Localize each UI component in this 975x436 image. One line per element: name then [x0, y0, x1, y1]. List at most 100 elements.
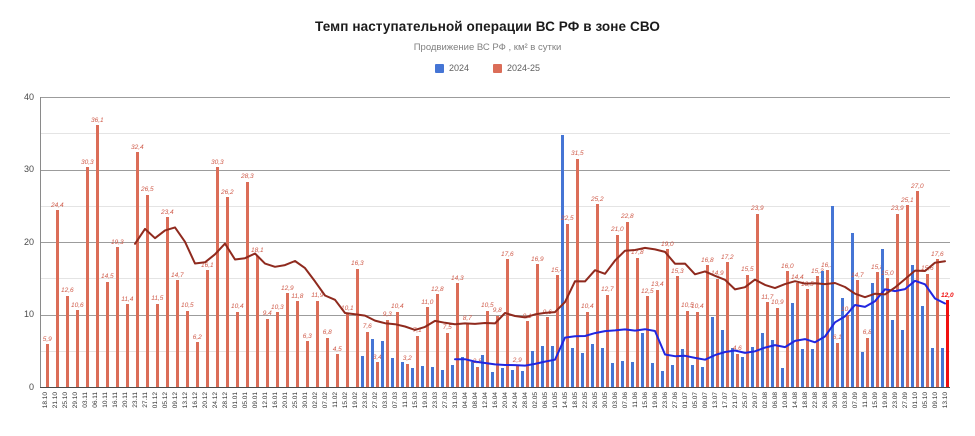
bar-value-label: 25,1 [900, 196, 914, 204]
bar-value-label: 17,2 [720, 253, 734, 261]
x-tick-label: 23.02 [361, 392, 369, 409]
x-tick-label: 27.02 [371, 392, 379, 409]
x-tick-label: 15.09 [871, 392, 879, 409]
x-tick-label: 18.05 [571, 392, 579, 409]
bar-value-label: 25,2 [590, 195, 604, 203]
x-tick-label: 09.10 [931, 392, 939, 409]
bar-2024 [891, 320, 895, 387]
bar-2024-25 [565, 223, 569, 387]
bar-2024 [901, 329, 905, 387]
chart-title: Темп наступательной операции ВС РФ в зон… [315, 19, 660, 34]
x-tick-label: 01.07 [681, 392, 689, 409]
bar-2024-25 [205, 270, 209, 387]
bar-2024 [571, 347, 575, 387]
bar-value-label: 16,0 [780, 262, 794, 270]
bar-2024 [701, 366, 705, 387]
bar-value-label: 23,4 [160, 208, 174, 216]
x-tick-label: 15.03 [411, 392, 419, 409]
bar-2024-25 [255, 255, 259, 387]
y-axis-line [40, 97, 41, 387]
y-tick-label: 30 [23, 164, 34, 174]
bar-2024-25 [315, 300, 319, 387]
bar-2024 [751, 347, 755, 387]
bar-2024-25 [765, 302, 769, 387]
x-tick-label: 07.09 [851, 392, 859, 409]
bar-2024-25 [435, 294, 439, 387]
x-tick-label: 16.01 [271, 392, 279, 409]
bar-2024 [361, 355, 365, 387]
bar-value-label: 28,3 [240, 173, 254, 181]
bar-2024-25 [535, 264, 539, 387]
x-tick-label: 19.06 [651, 392, 659, 409]
bar-2024-25 [285, 293, 289, 387]
bar-2024-25 [45, 344, 49, 387]
x-tick-label: 05.12 [161, 392, 169, 409]
bar-2024 [741, 356, 745, 387]
x-tick-label: 16.11 [111, 392, 119, 408]
bar-2024 [611, 363, 615, 387]
bar-2024-25-highlighted-latest [945, 300, 949, 387]
x-tick-label: 10.11 [101, 392, 109, 408]
bar-value-label: 10,5 [180, 302, 194, 310]
x-tick-label: 06.11 [91, 392, 99, 408]
bar-value-label: 11,9 [311, 292, 324, 300]
bar-2024-25 [275, 312, 279, 387]
bar-value-label: 30,3 [80, 158, 94, 166]
bar-2024-25 [395, 311, 399, 387]
bar-2024-25 [775, 307, 779, 387]
x-tick-label: 24.04 [511, 392, 519, 409]
x-tick-label: 06.08 [771, 392, 779, 409]
x-tick-label: 02.02 [311, 392, 319, 409]
bar-2024-25 [705, 265, 709, 387]
bar-2024 [401, 362, 405, 387]
bar-2024 [431, 367, 435, 387]
bar-2024-25 [555, 275, 559, 387]
bar-value-label: 12,6 [60, 287, 74, 295]
bar-value-label: 16,3 [350, 260, 364, 268]
x-tick-label: 27.11 [141, 392, 149, 408]
x-tick-label: 23.03 [431, 392, 439, 409]
bar-2024-25 [575, 158, 579, 387]
bar-2024-25 [85, 167, 89, 387]
x-tick-label: 17.07 [721, 392, 729, 409]
bar-2024 [781, 368, 785, 387]
bar-2024-25 [605, 294, 609, 387]
bar-value-label: 36,1 [90, 116, 104, 124]
bar-2024-25 [695, 311, 699, 387]
bar-value-label: 10,6 [70, 301, 84, 309]
legend-label-2024-25: 2024-25 [507, 63, 541, 73]
bar-2024-25 [345, 313, 349, 387]
bar-2024-25 [805, 289, 809, 387]
bar-2024 [481, 355, 485, 387]
bar-2024 [771, 339, 775, 387]
bar-2024-25 [595, 204, 599, 387]
bar-2024-25 [645, 296, 649, 387]
bar-2024-25 [875, 272, 879, 387]
bar-2024-25 [505, 259, 509, 387]
bar-2024-25 [185, 310, 189, 387]
x-tick-label: 28.12 [221, 392, 229, 409]
x-tick-label: 06.05 [541, 392, 549, 409]
chart-legend: 2024 2024-25 [0, 63, 975, 73]
bar-2024 [511, 369, 515, 387]
bar-2024 [501, 368, 505, 387]
bar-2024 [681, 348, 685, 387]
bar-2024-25 [295, 301, 299, 387]
bar-2024-25 [625, 221, 629, 387]
x-tick-label: 05.10 [921, 392, 929, 409]
bar-2024-25 [655, 289, 659, 387]
bar-2024 [861, 352, 865, 387]
bar-2024 [371, 339, 375, 387]
x-tick-label: 16.04 [491, 392, 499, 409]
x-axis-line [40, 387, 950, 388]
bar-2024-25 [215, 167, 219, 387]
gridline-25 [40, 206, 950, 207]
x-tick-label: 23.09 [891, 392, 899, 409]
bar-2024-25 [615, 234, 619, 387]
x-tick-label: 16.12 [191, 392, 199, 409]
bar-2024 [851, 233, 855, 387]
x-tick-label: 01.01 [231, 392, 239, 409]
x-tick-label: 04.04 [461, 392, 469, 409]
bar-2024 [691, 364, 695, 387]
